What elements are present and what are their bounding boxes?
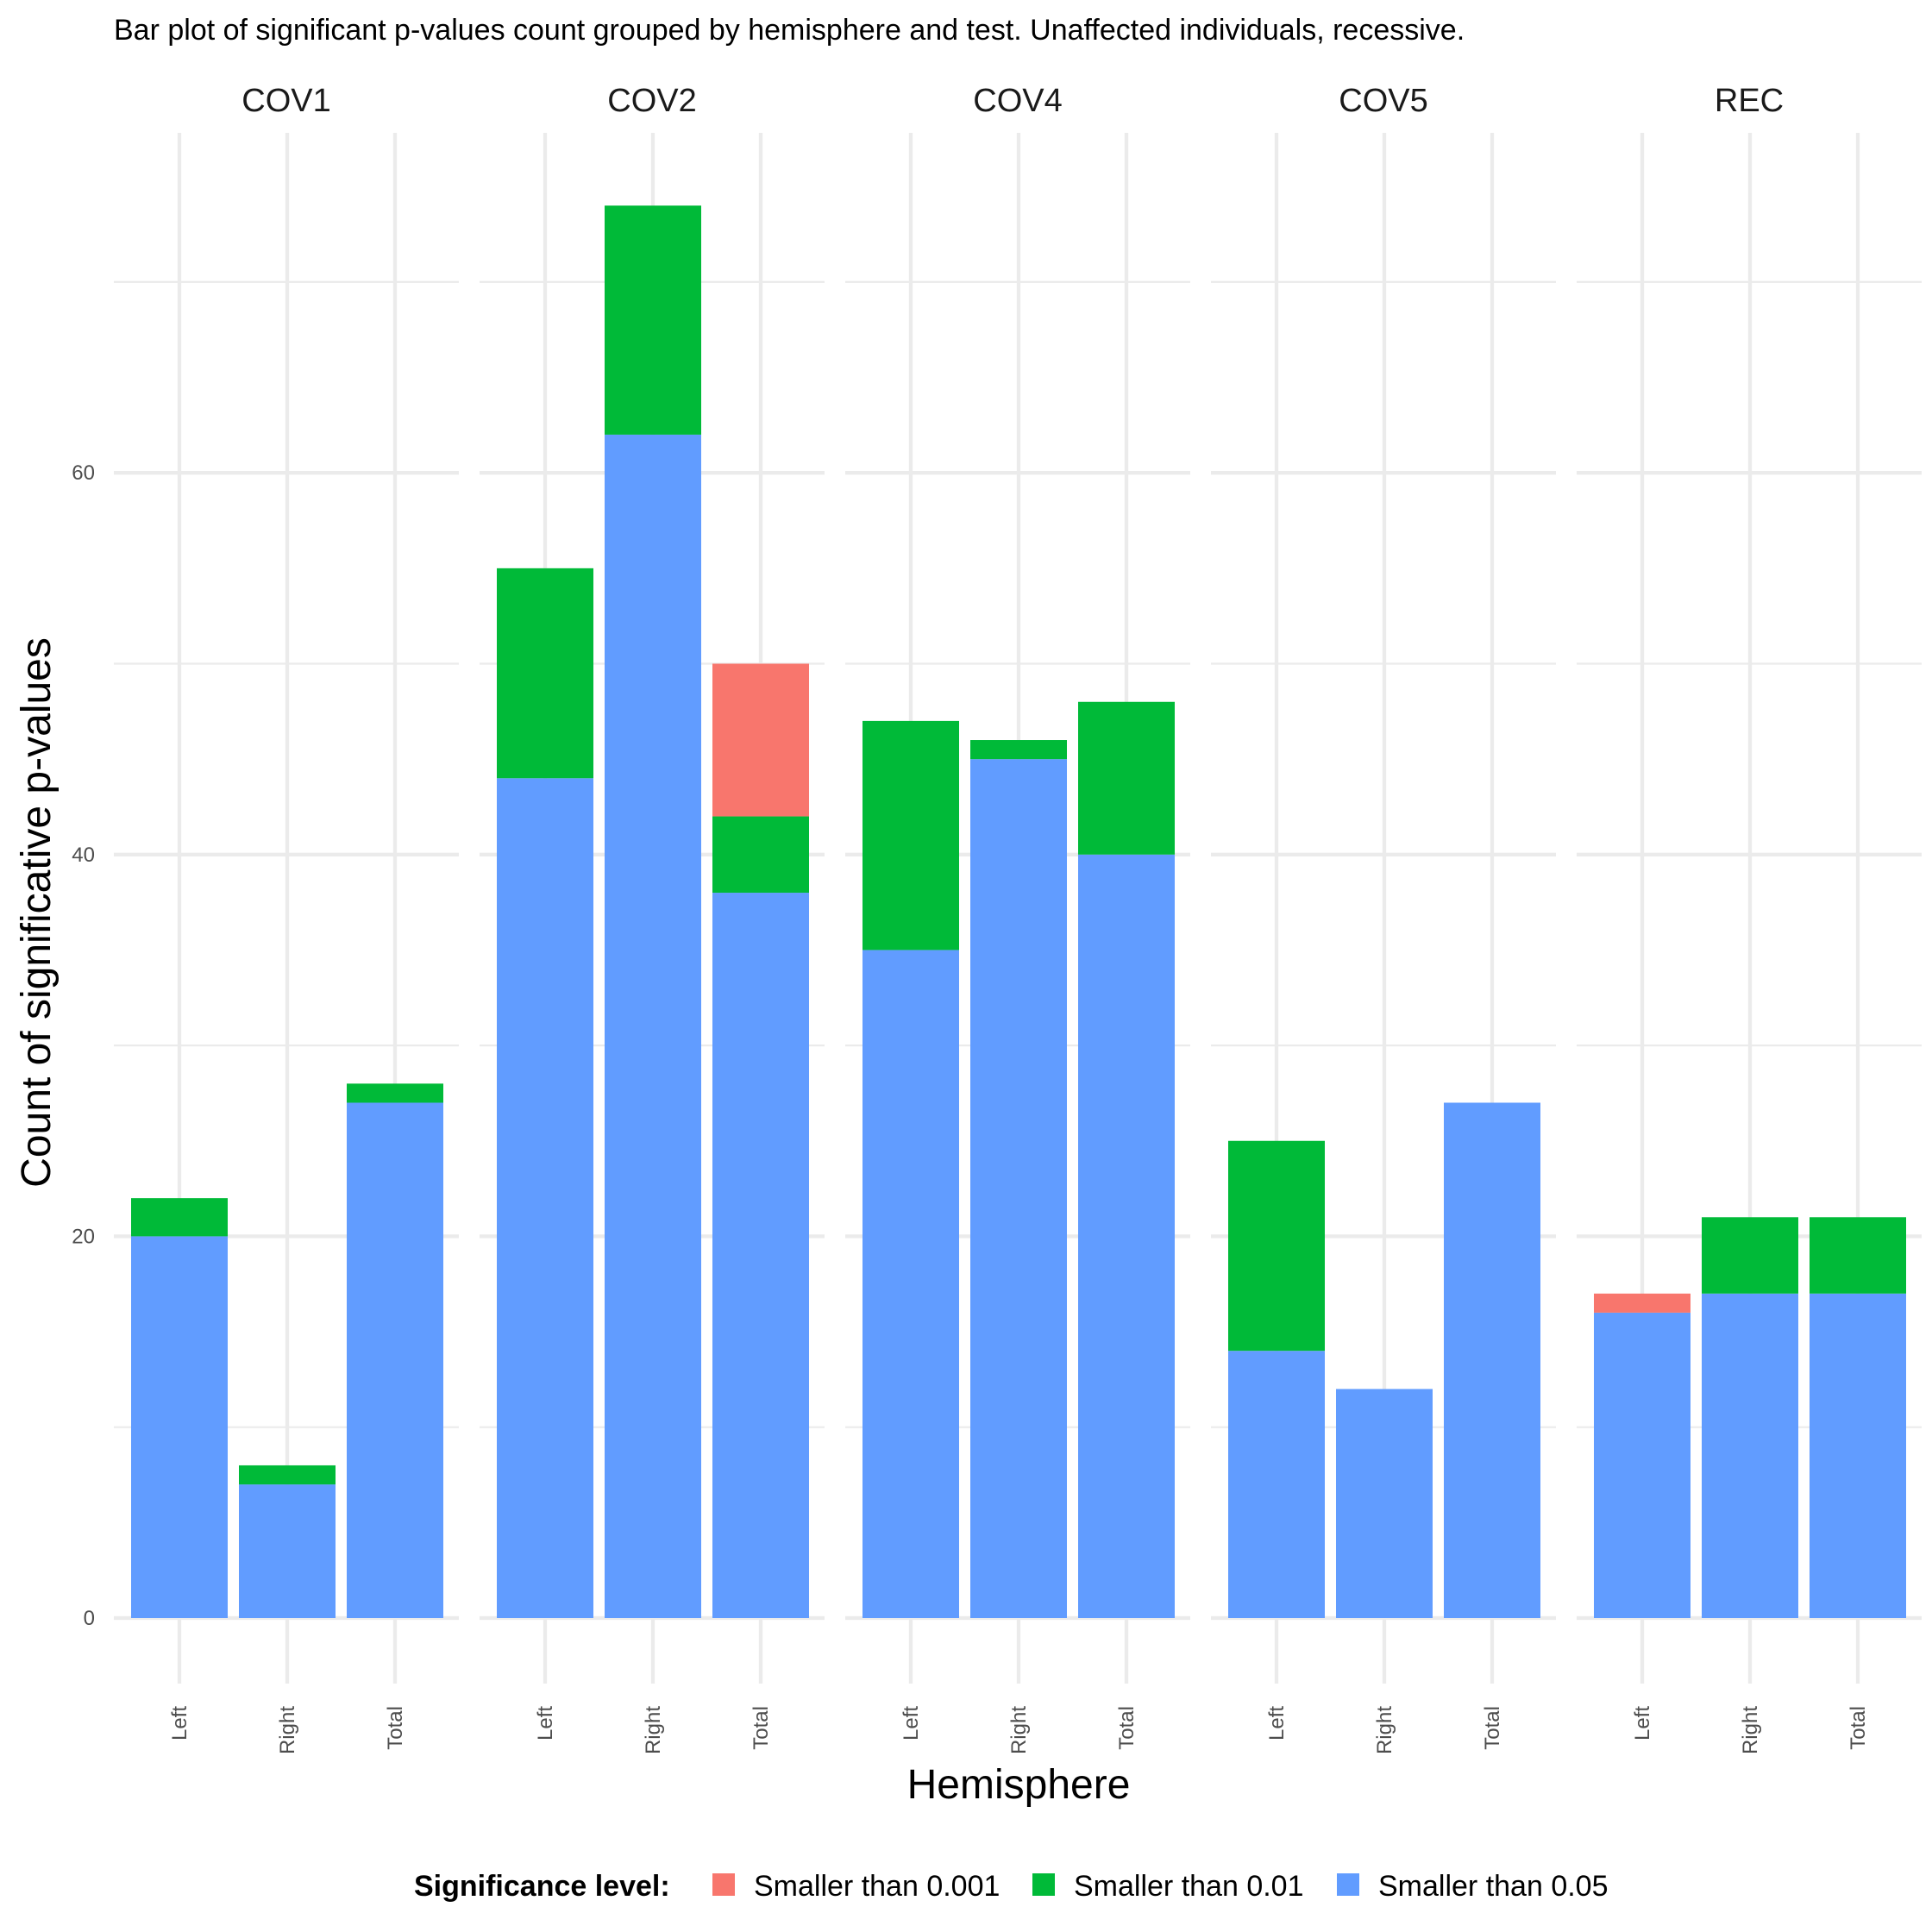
bar-rec-left-smaller-than-0-001 (1594, 1293, 1690, 1313)
bar-cov1-total-smaller-than-0-01 (347, 1083, 443, 1103)
facet-rec: REC Left Right Total (1577, 83, 1922, 1754)
y-tick-label: 60 (72, 461, 95, 485)
chart-title: Bar plot of significant p-values count g… (114, 14, 1465, 47)
bar-cov4-right-smaller-than-0-05 (970, 759, 1067, 1618)
y-tick-label: 20 (72, 1225, 95, 1248)
facet-label: REC (1715, 83, 1784, 119)
legend-title: Significance level: (414, 1870, 670, 1903)
bar-cov4-total-smaller-than-0-05 (1078, 854, 1175, 1618)
bar-rec-total-smaller-than-0-01 (1810, 1217, 1906, 1294)
facet-label: COV5 (1339, 83, 1427, 119)
bar-cov1-total-smaller-than-0-05 (347, 1102, 443, 1618)
legend-label: Smaller than 0.05 (1378, 1870, 1609, 1903)
bar-rec-left-smaller-than-0-05 (1594, 1312, 1690, 1618)
bar-cov2-right-smaller-than-0-05 (605, 434, 701, 1619)
legend-label: Smaller than 0.01 (1074, 1870, 1304, 1903)
facet-label: COV2 (607, 83, 696, 119)
bar-cov1-right-smaller-than-0-01 (239, 1465, 336, 1485)
x-tick-label: Right (1739, 1706, 1762, 1754)
x-tick-label: Right (642, 1706, 665, 1754)
facet-cov1: COV1 Left Right Total (114, 83, 459, 1754)
x-tick-label: Total (1115, 1706, 1138, 1750)
x-tick-label: Total (1481, 1706, 1504, 1750)
x-tick-label: Left (900, 1706, 923, 1741)
bar-cov5-right-smaller-than-0-05 (1336, 1389, 1433, 1618)
x-tick-label: Right (276, 1706, 299, 1754)
legend: Significance level: Smaller than 0.001 Sma… (414, 1870, 1609, 1903)
facet-label: COV1 (242, 83, 330, 119)
y-tick-label: 40 (72, 844, 95, 867)
y-axis-title: Count of significative p-values (14, 637, 60, 1188)
bar-rec-right-smaller-than-0-05 (1702, 1293, 1798, 1618)
legend-key (712, 1873, 735, 1896)
facet-cov4: COV4 Left Right Total (845, 83, 1190, 1754)
y-tick-label: 0 (84, 1607, 95, 1630)
y-axis: 0 20 40 60 (72, 461, 95, 1630)
bar-cov4-right-smaller-than-0-01 (970, 740, 1067, 760)
x-tick-label: Total (384, 1706, 407, 1750)
bar-cov4-left-smaller-than-0-05 (862, 950, 959, 1618)
bar-cov2-right-smaller-than-0-01 (605, 205, 701, 435)
bar-cov5-left-smaller-than-0-01 (1228, 1140, 1325, 1352)
bar-cov2-total-smaller-than-0-01 (712, 816, 809, 894)
bar-cov4-total-smaller-than-0-01 (1078, 701, 1175, 855)
legend-entry-smaller-than-0-01: Smaller than 0.01 (1032, 1870, 1304, 1903)
legend-label: Smaller than 0.001 (754, 1870, 1000, 1903)
bar-cov1-left-smaller-than-0-05 (131, 1236, 228, 1618)
legend-key (1032, 1873, 1055, 1896)
x-tick-label: Right (1007, 1706, 1031, 1754)
x-tick-label: Total (1847, 1706, 1870, 1750)
facet-cov2: COV2 Left Right Total (480, 83, 825, 1754)
bar-rec-right-smaller-than-0-01 (1702, 1217, 1798, 1294)
facet-label: COV4 (973, 83, 1062, 119)
bar-cov1-left-smaller-than-0-01 (131, 1198, 228, 1237)
x-tick-label: Right (1373, 1706, 1396, 1754)
bar-cov2-left-smaller-than-0-01 (497, 568, 593, 779)
bar-cov2-left-smaller-than-0-05 (497, 778, 593, 1618)
legend-key (1337, 1873, 1359, 1896)
legend-entry-smaller-than-0-05: Smaller than 0.05 (1337, 1870, 1609, 1903)
x-tick-label: Left (168, 1706, 191, 1741)
x-tick-label: Left (1631, 1706, 1654, 1741)
bar-cov5-left-smaller-than-0-05 (1228, 1351, 1325, 1618)
bar-cov2-total-smaller-than-0-001 (712, 663, 809, 817)
bar-cov2-total-smaller-than-0-05 (712, 893, 809, 1618)
legend-entry-smaller-than-0-001: Smaller than 0.001 (712, 1870, 1000, 1903)
bar-cov5-total-smaller-than-0-05 (1444, 1102, 1540, 1618)
facet-cov5: COV5 Left Right Total (1211, 83, 1556, 1754)
x-tick-label: Total (750, 1706, 773, 1750)
x-tick-label: Left (534, 1706, 557, 1741)
bar-cov1-right-smaller-than-0-05 (239, 1484, 336, 1618)
x-axis-title: Hemisphere (907, 1762, 1131, 1808)
bar-rec-total-smaller-than-0-05 (1810, 1293, 1906, 1618)
bar-cov4-left-smaller-than-0-01 (862, 720, 959, 950)
x-tick-label: Left (1265, 1706, 1289, 1741)
